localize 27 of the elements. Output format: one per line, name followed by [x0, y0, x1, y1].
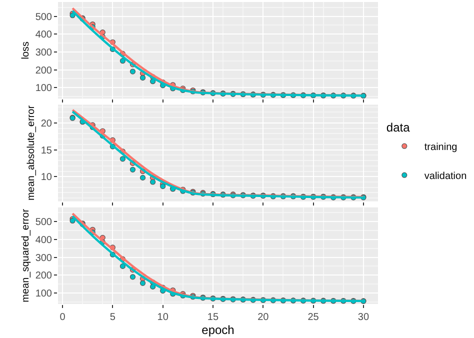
x-tick-label: 5 — [110, 312, 116, 323]
x-tick-label: 15 — [207, 312, 219, 323]
x-tick-label: 20 — [258, 312, 270, 323]
y-tick-label: 400 — [35, 234, 52, 246]
x-tick-label: 0 — [60, 312, 66, 323]
y-axis-title: mean_absolute_error — [26, 104, 37, 201]
y-tick-label: 300 — [35, 252, 52, 264]
legend-label: training — [424, 142, 458, 153]
y-axis-title: loss — [20, 41, 32, 60]
y-tick-label: 100 — [35, 83, 52, 94]
y-tick-label: 500 — [35, 217, 52, 228]
x-tick-label: 25 — [308, 312, 320, 323]
y-tick-label: 300 — [35, 47, 52, 58]
legend-label: validation — [424, 171, 467, 182]
x-axis-title: epoch — [202, 323, 234, 337]
x-tick-label: 10 — [157, 312, 169, 323]
y-tick-label: 400 — [35, 30, 52, 41]
y-tick-label: 500 — [35, 12, 52, 23]
y-tick-label: 200 — [35, 270, 52, 282]
legend-title: data — [386, 120, 410, 135]
x-tick-label: 30 — [358, 312, 370, 323]
y-tick-label: 100 — [35, 288, 52, 300]
y-tick-label: 200 — [35, 65, 52, 76]
y-axis-title: mean_squared_error — [20, 208, 32, 302]
y-tick-label: 20 — [40, 118, 52, 130]
y-tick-label: 10 — [40, 172, 52, 184]
y-tick-label: 15 — [40, 145, 52, 156]
